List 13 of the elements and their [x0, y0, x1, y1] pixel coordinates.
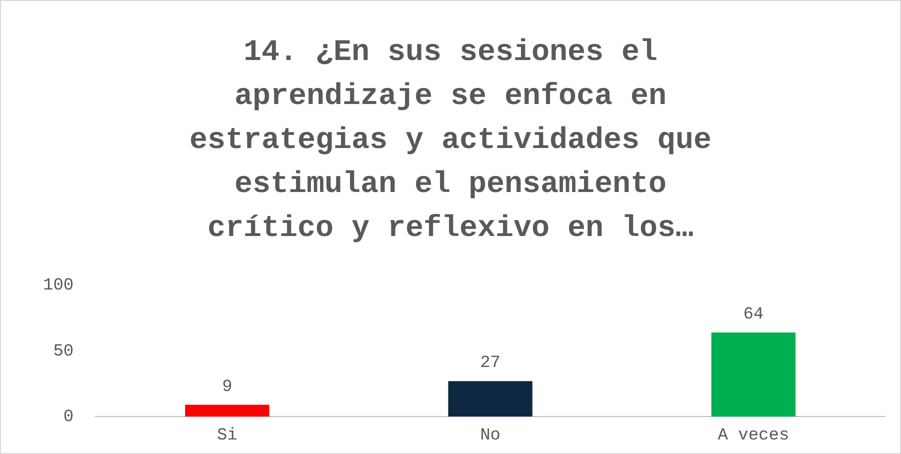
- x-tick-label: A veces: [718, 426, 790, 446]
- data-label: 27: [480, 354, 501, 374]
- chart-title: 14. ¿En sus sesiones el aprendizaje se enfoca en estrategias y actividades que estimulan el pensamiento crítico y reflexivo en los…: [188, 35, 713, 248]
- data-label: 9: [222, 378, 232, 397]
- y-tick-label: 50: [53, 342, 74, 362]
- bar: [448, 381, 532, 417]
- y-tick-label: 0: [63, 408, 74, 428]
- bar: [711, 332, 796, 417]
- data-label: 64: [743, 306, 764, 325]
- x-tick-label: Si: [216, 426, 238, 446]
- y-tick-label: 100: [42, 276, 74, 296]
- x-tick-label: No: [480, 426, 501, 446]
- bar: [185, 404, 270, 417]
